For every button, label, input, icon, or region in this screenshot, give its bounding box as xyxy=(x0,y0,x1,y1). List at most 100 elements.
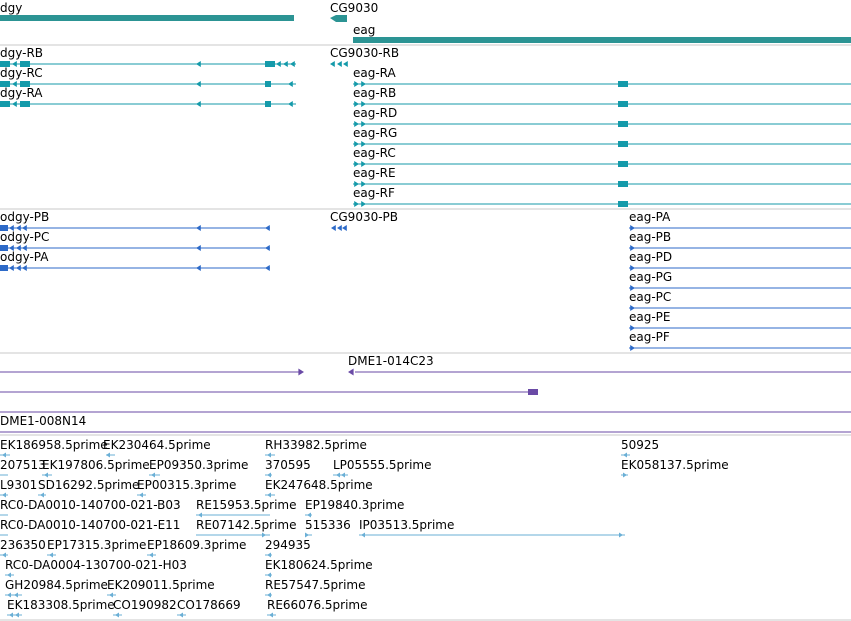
est-label-ek183308-5prime[interactable]: EK183308.5prime xyxy=(7,598,115,612)
gene-bar-cg9030[interactable] xyxy=(330,15,347,22)
est-row-8-arrow-4[interactable] xyxy=(269,612,273,618)
est-row-0-arrow-3[interactable] xyxy=(623,452,627,458)
transcript-dgy-rb-arrow-4[interactable] xyxy=(283,61,288,67)
transcript-dgy-rc-exon-2[interactable] xyxy=(20,81,30,87)
protein-dgy-pa-arrow-2[interactable] xyxy=(16,265,21,271)
transcript-dgy-ra-arrow-1[interactable] xyxy=(12,101,17,107)
est-row-7-arrow-0[interactable] xyxy=(7,592,11,598)
est-row-0-arrow-1[interactable] xyxy=(106,452,110,458)
transcript-cg9030-rb-arrow-1[interactable] xyxy=(330,61,335,67)
est-label-lp05555-5prime[interactable]: LP05555.5prime xyxy=(333,458,432,472)
transcript-dgy-rc-arrow-1[interactable] xyxy=(12,81,17,87)
protein-label-odgy-pc[interactable]: odgy-PC xyxy=(0,230,50,244)
protein-label-odgy-pb[interactable]: odgy-PB xyxy=(0,210,50,224)
transcript-label-eag-rf[interactable]: eag-RF xyxy=(353,186,395,200)
protein-dgy-pc-arrow-4[interactable] xyxy=(196,245,201,251)
protein-dgy-pb-arrow-1[interactable] xyxy=(9,225,14,231)
transcript-dgy-rb-arrow-1[interactable] xyxy=(12,61,17,67)
clone-label-dme1-014c23[interactable]: DME1-014C23 xyxy=(348,354,434,368)
protein-label-eag-pa[interactable]: eag-PA xyxy=(629,210,671,224)
protein-cg9030-pb-arrow-3[interactable] xyxy=(342,225,347,231)
gene-bar-dgy[interactable] xyxy=(0,15,294,21)
gene-bar-eag[interactable] xyxy=(353,37,851,43)
est-label-236350[interactable]: 236350 xyxy=(0,538,46,552)
est-row-3-arrow-1[interactable] xyxy=(307,512,311,518)
est-row-8-arrow-2[interactable] xyxy=(115,612,119,618)
est-label-ep19840-3prime[interactable]: EP19840.3prime xyxy=(305,498,405,512)
est-label-rc0-da0010-140700-021-b03[interactable]: RC0-DA0010-140700-021-B03 xyxy=(0,498,181,512)
protein-eag-pc-arrow[interactable] xyxy=(630,305,635,311)
est-row-4-arrow-0[interactable] xyxy=(262,532,266,538)
protein-label-eag-pe[interactable]: eag-PE xyxy=(629,310,671,324)
est-row-8-arrow-0[interactable] xyxy=(9,612,13,618)
est-label-515336[interactable]: 515336 xyxy=(305,518,351,532)
est-label-l9301[interactable]: L9301 xyxy=(0,478,38,492)
protein-label-eag-pf[interactable]: eag-PF xyxy=(629,330,670,344)
est-label-ep00315-3prime[interactable]: EP00315.3prime xyxy=(137,478,237,492)
est-row-0-arrow-2[interactable] xyxy=(267,452,271,458)
est-label-rc0-da0004-130700-021-h03[interactable]: RC0-DA0004-130700-021-H03 xyxy=(5,558,187,572)
est-row-6-arrow-0[interactable] xyxy=(7,572,11,578)
est-row-6-arrow-1[interactable] xyxy=(267,572,271,578)
est-label-gh20984-5prime[interactable]: GH20984.5prime xyxy=(5,578,108,592)
est-label-rc0-da0010-140700-021-e11[interactable]: RC0-DA0010-140700-021-E11 xyxy=(0,518,181,532)
protein-dgy-pa-block-1[interactable] xyxy=(0,265,8,271)
protein-cg9030-pb-arrow-1[interactable] xyxy=(331,225,336,231)
gene-label-cg9030[interactable]: CG9030 xyxy=(330,1,379,15)
est-label-co178669[interactable]: CO178669 xyxy=(177,598,241,612)
est-label-207513[interactable]: 207513 xyxy=(0,458,46,472)
est-label-50925[interactable]: 50925 xyxy=(621,438,660,452)
transcript-dgy-rc-exon-1[interactable] xyxy=(0,81,10,87)
est-label-re66076-5prime[interactable]: RE66076.5prime xyxy=(267,598,368,612)
est-label-370595[interactable]: 370595 xyxy=(265,458,311,472)
est-row-4-arrow-1[interactable] xyxy=(305,532,309,538)
est-label-re07142-5prime[interactable]: RE07142.5prime xyxy=(196,518,297,532)
protein-dgy-pb-arrow-4[interactable] xyxy=(196,225,201,231)
est-label-co190982[interactable]: CO190982 xyxy=(113,598,177,612)
est-label-sd16292-5prime[interactable]: SD16292.5prime xyxy=(38,478,140,492)
est-label-ep17315-3prime[interactable]: EP17315.3prime xyxy=(47,538,147,552)
transcript-label-dgy-rb[interactable]: dgy-RB xyxy=(0,46,44,60)
est-row-1-arrow-4[interactable] xyxy=(341,472,345,478)
est-label-294935[interactable]: 294935 xyxy=(265,538,311,552)
transcript-dgy-rb-arrow-2[interactable] xyxy=(196,61,201,67)
protein-dgy-pc-arrow-5[interactable] xyxy=(265,245,270,251)
transcript-dgy-rb-arrow-5[interactable] xyxy=(290,61,295,67)
transcript-cg9030-rb-arrow-2[interactable] xyxy=(337,61,342,67)
transcript-dgy-rc-arrow-2[interactable] xyxy=(196,81,201,87)
transcript-eag-rg-arrow-1[interactable] xyxy=(354,141,359,147)
est-label-rh33982-5prime[interactable]: RH33982.5prime xyxy=(265,438,367,452)
est-label-ek230464-5prime[interactable]: EK230464.5prime xyxy=(103,438,211,452)
est-row-5-arrow-2[interactable] xyxy=(149,552,153,558)
protein-eag-pg-arrow[interactable] xyxy=(630,285,635,291)
transcript-label-eag-rg[interactable]: eag-RG xyxy=(353,126,398,140)
protein-eag-pf-arrow[interactable] xyxy=(630,345,635,351)
protein-cg9030-pb-arrow-2[interactable] xyxy=(337,225,342,231)
transcript-dgy-rc-exon-3[interactable] xyxy=(265,81,271,87)
protein-dgy-pc-arrow-1[interactable] xyxy=(9,245,14,251)
transcript-eag-re-arrow-1[interactable] xyxy=(354,181,359,187)
protein-dgy-pb-arrow-3[interactable] xyxy=(22,225,27,231)
protein-eag-pd-arrow[interactable] xyxy=(630,265,635,271)
est-row-2-arrow-0[interactable] xyxy=(2,492,6,498)
est-row-1-arrow-2[interactable] xyxy=(267,472,271,478)
est-row-1-arrow-0[interactable] xyxy=(44,472,48,478)
protein-dgy-pa-arrow-3[interactable] xyxy=(22,265,27,271)
est-label-re15953-5prime[interactable]: RE15953.5prime xyxy=(196,498,297,512)
transcript-eag-rf-arrow-1[interactable] xyxy=(354,201,359,207)
est-row-5-arrow-1[interactable] xyxy=(49,552,53,558)
transcript-dgy-rc-arrow-3[interactable] xyxy=(288,81,293,87)
transcript-dgy-rb-exon-1[interactable] xyxy=(0,61,10,67)
est-label-ek247648-5prime[interactable]: EK247648.5prime xyxy=(265,478,373,492)
protein-eag-pa-arrow[interactable] xyxy=(630,225,635,231)
transcript-dgy-ra-arrow-2[interactable] xyxy=(196,101,201,107)
transcript-eag-re-arrow-2[interactable] xyxy=(361,181,366,187)
clone-dme1-014c23-arrow[interactable] xyxy=(348,368,354,376)
est-row-4-arrow-2[interactable] xyxy=(361,532,365,538)
transcript-dgy-rb-exon-2[interactable] xyxy=(20,61,30,67)
gene-label-dgy[interactable]: dgy xyxy=(0,1,23,15)
clone-segment-mid-block[interactable] xyxy=(528,389,538,395)
est-label-ep09350-3prime[interactable]: EP09350.3prime xyxy=(149,458,249,472)
est-row-7-arrow-2[interactable] xyxy=(109,592,113,598)
transcript-eag-rg-arrow-2[interactable] xyxy=(361,141,366,147)
